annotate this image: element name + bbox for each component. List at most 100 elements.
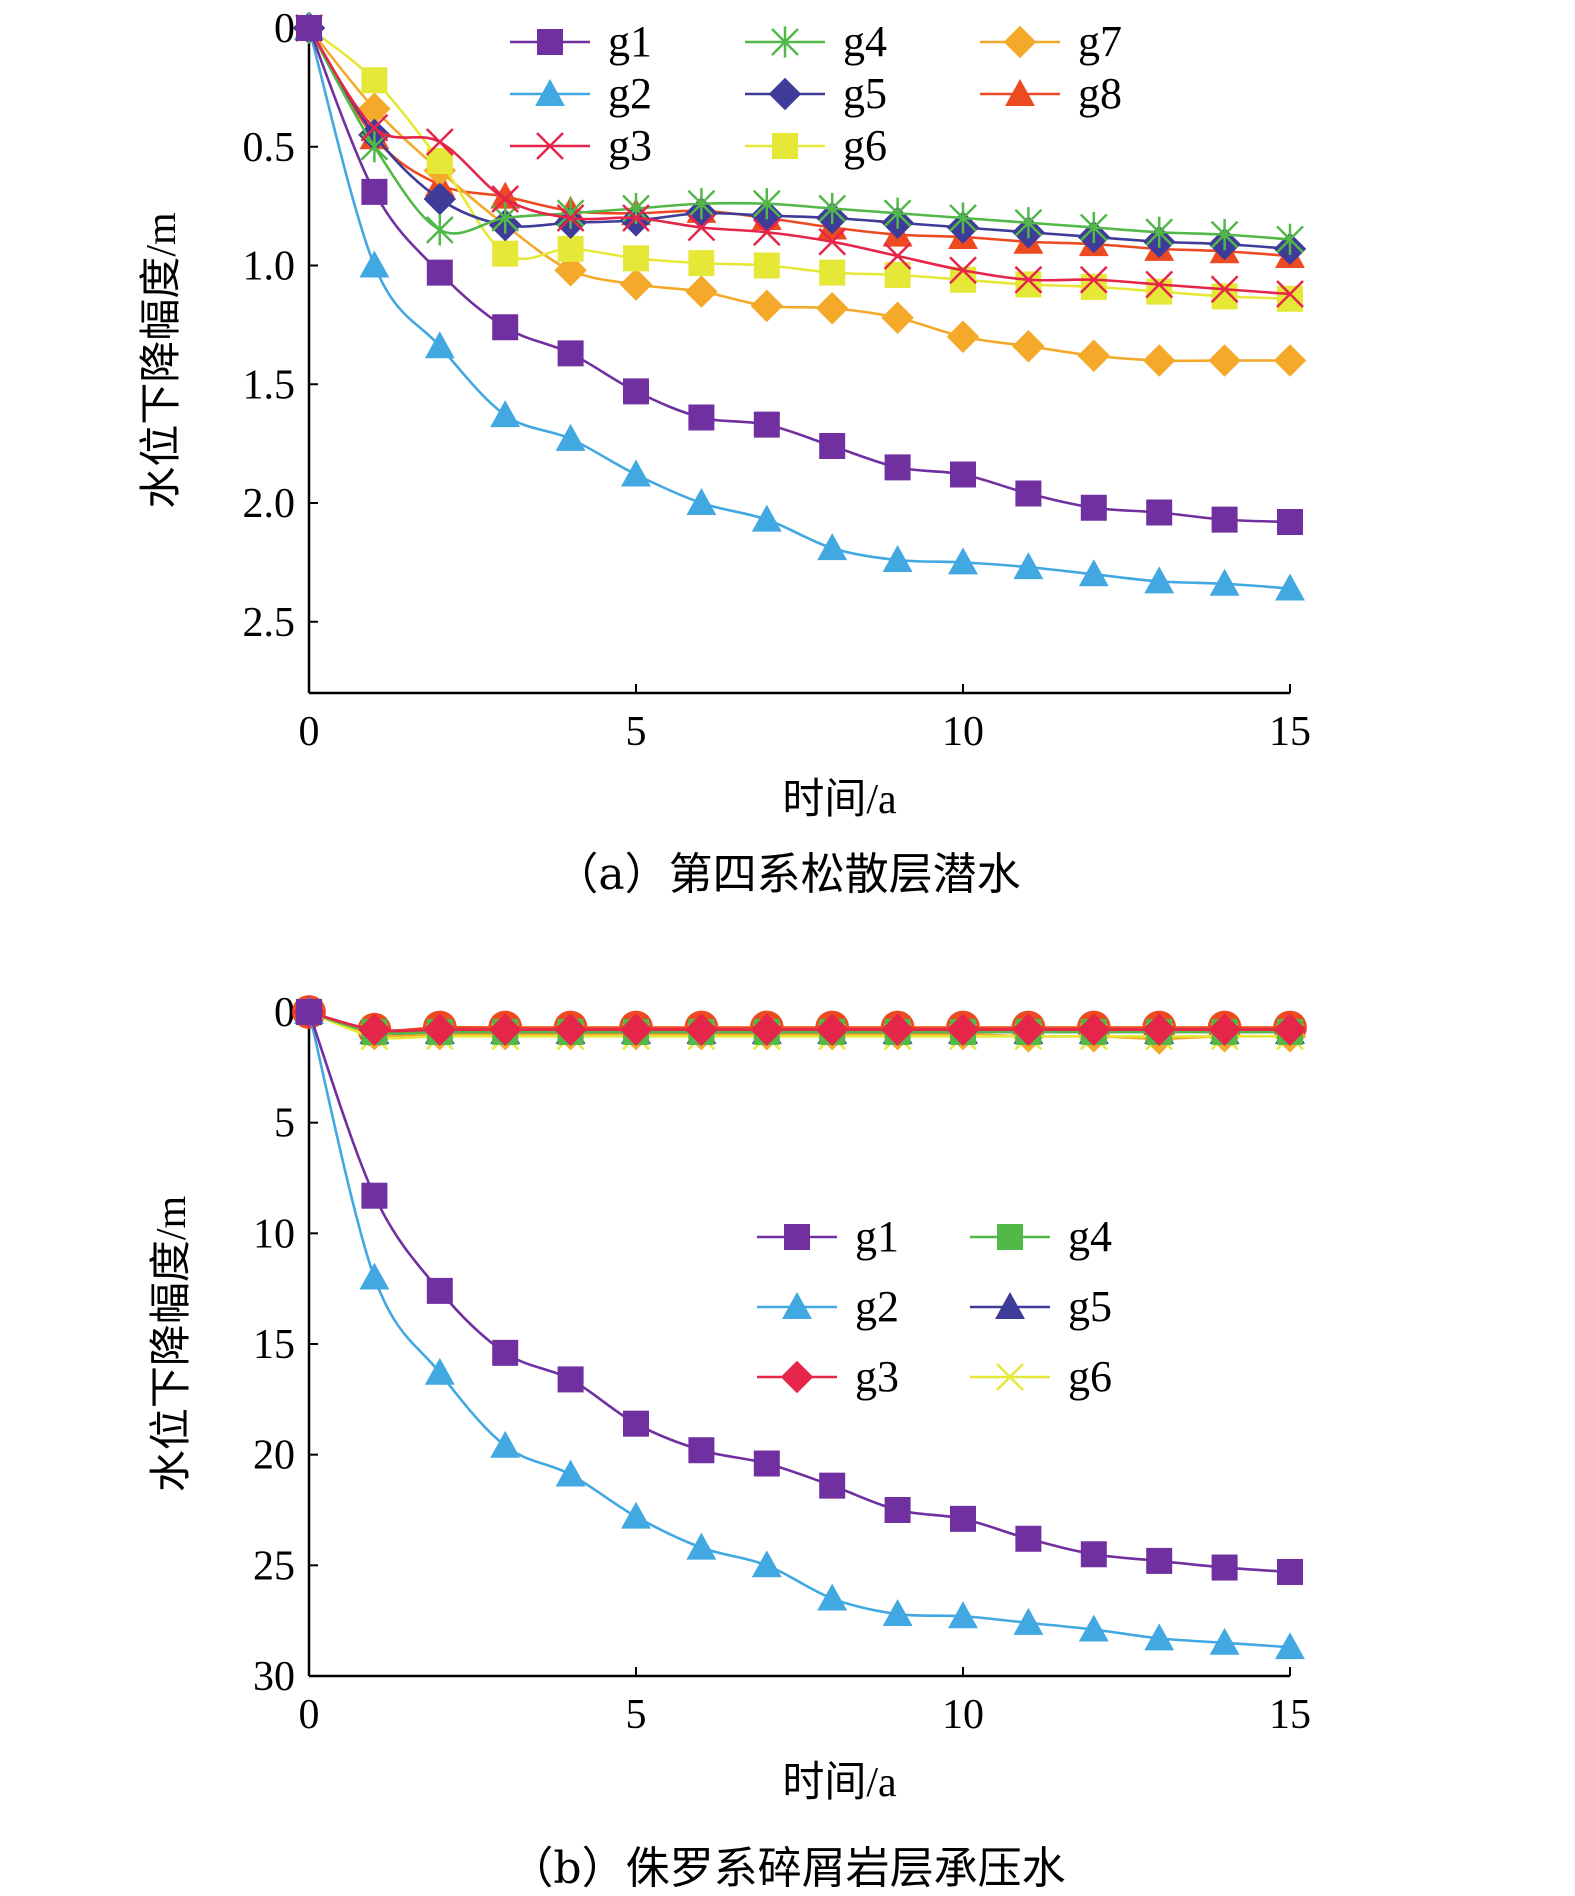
chart-a-data-point [950, 461, 976, 488]
chart-b-data-point [359, 1262, 390, 1290]
chart-a-data-point [358, 92, 391, 125]
chart-b-data-point [817, 1583, 848, 1611]
chart-b-caption: （b）侏罗系碎屑岩层承压水 [509, 1843, 1066, 1894]
chart-a-legend-label: g1 [608, 17, 652, 66]
chart-b-data-point [1209, 1627, 1240, 1655]
chart-a-data-point [426, 259, 453, 286]
chart-a-series-g8 [294, 13, 1305, 268]
chart-a-data-point [424, 331, 455, 359]
chart-a-data-point [1275, 573, 1305, 601]
chart-a-legend-label: g3 [608, 121, 652, 170]
chart-b-legend-marker [996, 1363, 1024, 1391]
chart-a-data-point [554, 254, 587, 287]
chart-a-data-point [688, 404, 715, 431]
chart-a-data-point-stroke-2 [360, 113, 389, 142]
chart-a-ytick-label: 2.0 [243, 481, 296, 527]
chart-b-data-point [1275, 1632, 1305, 1660]
chart-a-data-point [555, 423, 586, 451]
chart-a-data-point [1277, 285, 1303, 312]
chart-a-legend-marker [768, 77, 802, 111]
chart-a-data-point [621, 459, 651, 487]
chart-a-data-point [884, 454, 911, 481]
chart-a-data-point-stroke-2 [1079, 265, 1108, 294]
chart-a-legend-label: g6 [843, 121, 887, 170]
chart-b-data-point [358, 1013, 391, 1046]
chart-a-data-point [949, 202, 977, 234]
chart-b-data-point [296, 999, 322, 1025]
chart-a-data-point [556, 204, 585, 232]
chart-a-data-point-stroke-2 [556, 204, 585, 232]
chart-a-data-point [361, 178, 388, 205]
chart-b-data-point [488, 1013, 522, 1046]
chart-a-data-point [619, 268, 653, 301]
chart-b-ytick-label: 30 [253, 1654, 295, 1700]
chart-b-data-point [815, 1013, 849, 1046]
chart-b-data-point [623, 1410, 649, 1437]
chart-a-series-line [307, 27, 1290, 363]
chart-b-series-line [307, 1011, 1291, 1574]
chart-b-data-point [750, 1013, 784, 1046]
chart-b-data-point [1208, 1013, 1241, 1046]
chart-a-data-point [1145, 270, 1174, 299]
chart-b-legend-label: g3 [855, 1352, 899, 1401]
chart-a-series-g3 [295, 14, 1304, 308]
chart-a-data-point [1142, 344, 1176, 377]
chart-a-y-axis-label: 水位下降幅度/m [138, 212, 185, 509]
chart-a-data-point [1273, 344, 1307, 377]
chart-a-data-point [1012, 330, 1045, 363]
chart-a-ytick-label: 0.5 [243, 125, 296, 171]
chart-a-data-point [557, 340, 584, 367]
chart-a-data-point [818, 227, 847, 256]
chart-a-data-point [685, 275, 718, 308]
chart-b-legend-marker [782, 1292, 812, 1319]
chart-a-data-point [1080, 273, 1107, 300]
chart-a-data-point [819, 259, 846, 286]
chart-a-legend-label: g8 [1078, 69, 1122, 118]
chart-a: 0 0.5 1.0 1.5 2.0 2.5 0 5 10 15 时间/a 水位下降幅度/m g1 g2 g3… [0, 0, 1575, 920]
chart-a-data-point [883, 242, 912, 270]
chart-a-data-point [752, 188, 781, 220]
chart-a-series-line [307, 27, 1291, 258]
chart-a-xtick-label: 15 [1269, 709, 1311, 755]
chart-a-data-point [623, 245, 649, 272]
chart-a-data-point [687, 213, 716, 242]
chart-a-ytick-label: 0 [274, 6, 295, 52]
chart-a-data-point [818, 192, 847, 225]
chart-b-series-line [308, 1010, 1290, 1040]
chart-a-data-point-stroke-2 [687, 213, 716, 242]
chart-b-xtick-label: 5 [626, 1692, 647, 1738]
chart-b-x-axis-label: 时间/a [782, 1760, 897, 1806]
chart-a-data-point [622, 204, 650, 232]
chart-b-xtick-label: 15 [1269, 1692, 1311, 1738]
chart-a-legend-label: g4 [843, 17, 887, 66]
chart-a-legend-marker [535, 79, 565, 106]
chart-b-ytick-label: 5 [274, 1101, 295, 1147]
chart-a-series-line [307, 27, 1291, 524]
chart-b-xtick-label: 0 [299, 1692, 320, 1738]
chart-b-legend-label: g6 [1068, 1352, 1112, 1401]
chart-a-data-point [1276, 280, 1304, 308]
chart-b-data-point [1144, 1623, 1175, 1651]
chart-b-ytick-label: 0 [274, 990, 295, 1036]
chart-a-data-point [1079, 211, 1108, 244]
chart-a-data-point [296, 15, 322, 41]
chart-a-data-point [1079, 265, 1108, 294]
chart-a-data-point [361, 67, 388, 94]
chart-a-data-point [881, 301, 914, 334]
chart-a-series-line [308, 26, 1291, 301]
chart-b-data-point [686, 1532, 717, 1560]
chart-a-data-point [946, 320, 980, 353]
chart-b-data-point [1013, 1607, 1044, 1635]
chart-a-data-point [1146, 499, 1173, 526]
chart-b-data-point [424, 1357, 455, 1385]
chart-a-data-point [751, 504, 782, 532]
chart-b-legend-label: g4 [1068, 1212, 1112, 1261]
chart-a-svg: 0 0.5 1.0 1.5 2.0 2.5 0 5 10 15 时间/a 水位下降幅度/m g1g2g3… [138, 6, 1311, 823]
chart-b-ytick-label: 10 [253, 1211, 295, 1257]
chart-a-data-point-stroke-2 [1145, 270, 1174, 299]
chart-a-data-point [1276, 223, 1304, 255]
chart-b-legend-marker-stroke-2 [996, 1363, 1024, 1391]
chart-a-data-point [882, 545, 913, 572]
chart-a-xtick-label: 10 [942, 709, 984, 755]
